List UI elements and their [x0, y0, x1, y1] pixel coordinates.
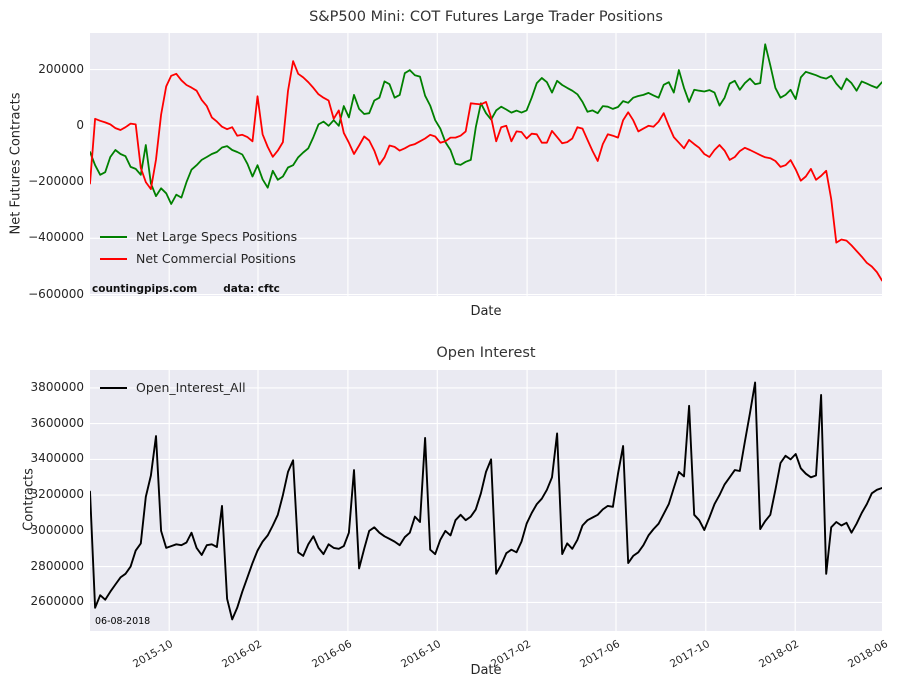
bottom-legend: Open_Interest_All	[100, 380, 246, 395]
top-legend: Net Large Specs Positions Net Commercial…	[100, 229, 297, 266]
watermark-data-source: data: cftc	[223, 283, 280, 295]
legend-label-large-specs: Net Large Specs Positions	[136, 229, 298, 244]
y-tick-label: 3600000	[30, 415, 84, 430]
y-tick-label: 3800000	[30, 379, 84, 394]
legend-label-commercials: Net Commercial Positions	[136, 251, 296, 266]
watermark-site: countingpips.com	[92, 283, 198, 295]
report-date-annotation: 06-08-2018	[95, 616, 151, 627]
bottom-x-axis-label: Date	[470, 663, 502, 678]
top-plot-area: Net Large Specs Positions Net Commercial…	[90, 33, 882, 296]
legend-label-open-interest: Open_Interest_All	[136, 380, 246, 395]
legend-item-commercials: Net Commercial Positions	[100, 251, 297, 266]
top-chart-title: S&P500 Mini: COT Futures Large Trader Po…	[309, 9, 663, 25]
red-line-sample	[100, 257, 127, 260]
bottom-plot-area: Open_Interest_All 06-08-2018	[90, 370, 882, 631]
top-y-axis-label: Net Futures Contracts	[8, 92, 24, 235]
y-tick-label: 2800000	[30, 558, 84, 573]
y-tick-label: 0	[76, 117, 84, 132]
bottom-plot-canvas	[90, 370, 882, 631]
watermark: countingpips.com data: cftc	[92, 283, 280, 295]
y-tick-label: 3400000	[30, 451, 84, 466]
series-line-1	[90, 60, 882, 282]
series-line-0	[90, 43, 882, 205]
series-line-0	[90, 381, 882, 621]
y-tick-label: 2600000	[30, 594, 84, 609]
y-tick-label: −200000	[28, 174, 84, 189]
bottom-chart-title: Open Interest	[436, 345, 536, 361]
legend-item-open-interest: Open_Interest_All	[100, 380, 246, 395]
green-line-sample	[100, 235, 127, 238]
legend-item-large-specs: Net Large Specs Positions	[100, 229, 297, 244]
y-tick-label: 200000	[38, 61, 84, 76]
top-x-axis-label: Date	[470, 304, 502, 319]
y-tick-label: −400000	[28, 230, 84, 245]
black-line-sample	[100, 386, 127, 389]
y-tick-label: 3200000	[30, 487, 84, 502]
y-tick-label: 3000000	[30, 522, 84, 537]
y-tick-label: −600000	[28, 286, 84, 301]
top-plot-canvas	[90, 33, 882, 296]
